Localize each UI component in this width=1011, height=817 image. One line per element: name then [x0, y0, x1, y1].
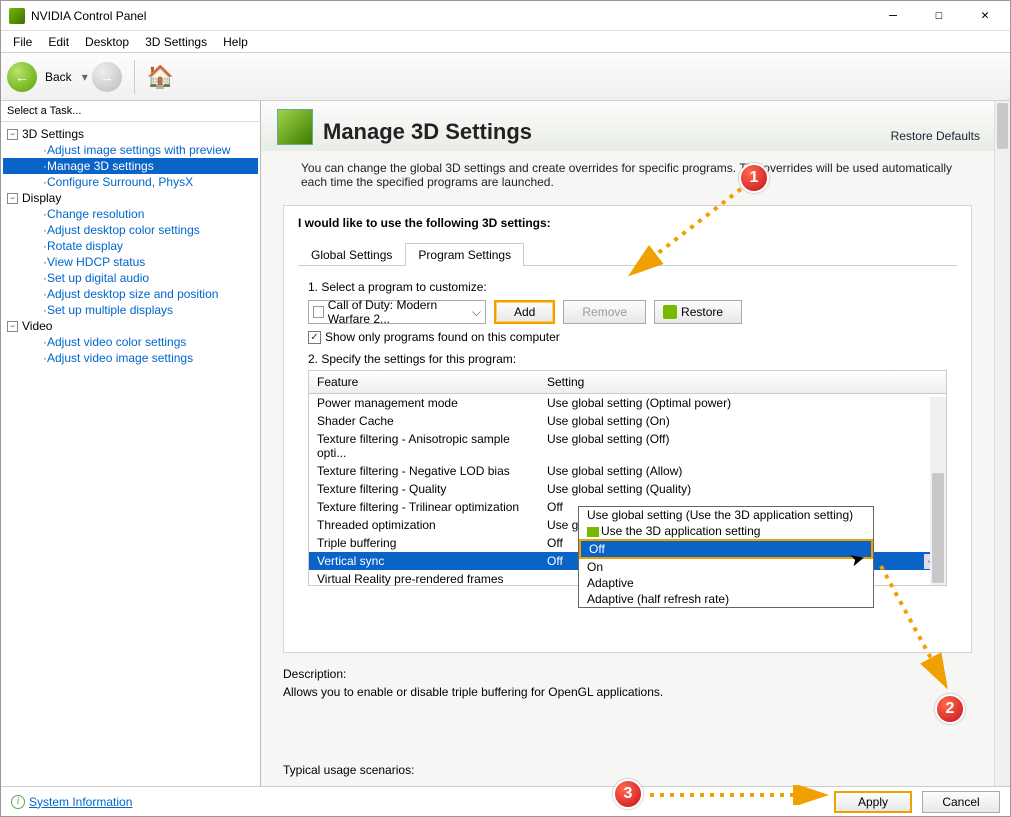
- table-row[interactable]: Texture filtering - Negative LOD biasUse…: [309, 462, 946, 480]
- col-setting[interactable]: Setting: [539, 371, 946, 393]
- nvidia-icon: [9, 8, 25, 24]
- close-button[interactable]: ✕: [962, 2, 1008, 30]
- col-feature[interactable]: Feature: [309, 371, 539, 393]
- nvidia-logo-icon: [663, 305, 677, 319]
- tree-item[interactable]: ·Adjust desktop color settings: [3, 222, 258, 238]
- table-row[interactable]: Texture filtering - QualityUse global se…: [309, 480, 946, 498]
- remove-button[interactable]: Remove: [563, 300, 646, 324]
- status-bar: i System Information Apply Cancel: [1, 786, 1010, 816]
- window-title: NVIDIA Control Panel: [31, 9, 870, 23]
- description-label: Description:: [283, 667, 972, 681]
- toolbar: ← Back ▾ → 🏠: [1, 53, 1010, 101]
- page-title: Manage 3D Settings: [323, 119, 891, 145]
- tree-item[interactable]: ·Configure Surround, PhysX: [3, 174, 258, 190]
- tree-header: Select a Task...: [1, 101, 260, 122]
- home-icon[interactable]: 🏠: [147, 64, 174, 90]
- restore-button[interactable]: Restore: [654, 300, 742, 324]
- table-row[interactable]: Texture filtering - Anisotropic sample o…: [309, 430, 946, 462]
- dropdown-option[interactable]: Adaptive: [579, 575, 873, 591]
- tree-item[interactable]: ·Adjust image settings with preview: [3, 142, 258, 158]
- tab-global[interactable]: Global Settings: [298, 243, 405, 266]
- menu-3d-settings[interactable]: 3D Settings: [137, 33, 215, 51]
- step1-label: 1. Select a program to customize:: [308, 280, 947, 294]
- tree-group[interactable]: −3D Settings: [3, 126, 258, 142]
- tree-item[interactable]: ·Set up multiple displays: [3, 302, 258, 318]
- tree-item[interactable]: ·Rotate display: [3, 238, 258, 254]
- badge-3: 3: [613, 779, 643, 809]
- panel-lead: I would like to use the following 3D set…: [298, 216, 957, 230]
- menu-file[interactable]: File: [5, 33, 40, 51]
- back-button[interactable]: ←: [7, 62, 37, 92]
- page-header: Manage 3D Settings Restore Defaults: [261, 101, 996, 151]
- tree-group[interactable]: −Video: [3, 318, 258, 334]
- tree-item[interactable]: ·Adjust desktop size and position: [3, 286, 258, 302]
- dropdown-option[interactable]: Use global setting (Use the 3D applicati…: [579, 507, 873, 523]
- vsync-dropdown[interactable]: Use global setting (Use the 3D applicati…: [578, 506, 874, 608]
- apply-button[interactable]: Apply: [834, 791, 912, 813]
- content-pane: Manage 3D Settings Restore Defaults You …: [261, 101, 1010, 786]
- show-only-checkbox[interactable]: ✓Show only programs found on this comput…: [308, 330, 947, 344]
- table-scrollbar[interactable]: [930, 397, 946, 585]
- tree-item[interactable]: ·View HDCP status: [3, 254, 258, 270]
- tree-item[interactable]: ·Manage 3D settings: [3, 158, 258, 174]
- description-text: Allows you to enable or disable triple b…: [283, 685, 972, 699]
- page-intro: You can change the global 3D settings an…: [261, 151, 994, 197]
- separator: [134, 60, 135, 94]
- back-chevron-icon[interactable]: ▾: [82, 70, 88, 84]
- forward-button[interactable]: →: [92, 62, 122, 92]
- maximize-button[interactable]: ☐: [916, 2, 962, 30]
- page-icon: [277, 109, 313, 145]
- menu-help[interactable]: Help: [215, 33, 256, 51]
- info-icon: i: [11, 795, 25, 809]
- typical-usage-label: Typical usage scenarios:: [283, 763, 972, 777]
- tree-item[interactable]: ·Adjust video color settings: [3, 334, 258, 350]
- system-information-link[interactable]: System Information: [29, 795, 132, 809]
- dropdown-option[interactable]: Adaptive (half refresh rate): [579, 591, 873, 607]
- badge-2: 2: [935, 694, 965, 724]
- tree-item[interactable]: ·Adjust video image settings: [3, 350, 258, 366]
- table-row[interactable]: Power management modeUse global setting …: [309, 394, 946, 412]
- dropdown-option[interactable]: Use the 3D application setting: [579, 523, 873, 539]
- menu-edit[interactable]: Edit: [40, 33, 77, 51]
- back-label: Back: [45, 70, 72, 84]
- dropdown-option[interactable]: On: [579, 559, 873, 575]
- restore-defaults-link[interactable]: Restore Defaults: [891, 129, 980, 145]
- menu-desktop[interactable]: Desktop: [77, 33, 137, 51]
- program-select[interactable]: Call of Duty: Modern Warfare 2...: [308, 300, 486, 324]
- badge-1: 1: [739, 163, 769, 193]
- menu-bar: File Edit Desktop 3D Settings Help: [1, 31, 1010, 53]
- add-button[interactable]: Add: [494, 300, 555, 324]
- tree-group[interactable]: −Display: [3, 190, 258, 206]
- cancel-button[interactable]: Cancel: [922, 791, 1000, 813]
- content-scrollbar[interactable]: [994, 101, 1010, 786]
- minimize-button[interactable]: —: [870, 2, 916, 30]
- tree-item[interactable]: ·Change resolution: [3, 206, 258, 222]
- dropdown-option-selected[interactable]: Off: [579, 539, 873, 559]
- title-bar: NVIDIA Control Panel — ☐ ✕: [1, 1, 1010, 31]
- tab-row: Global Settings Program Settings: [298, 242, 957, 266]
- tree-item[interactable]: ·Set up digital audio: [3, 270, 258, 286]
- tab-program[interactable]: Program Settings: [405, 243, 524, 266]
- table-row[interactable]: Shader CacheUse global setting (On): [309, 412, 946, 430]
- step2-label: 2. Specify the settings for this program…: [308, 352, 947, 366]
- task-tree-pane: Select a Task... −3D Settings·Adjust ima…: [1, 101, 261, 786]
